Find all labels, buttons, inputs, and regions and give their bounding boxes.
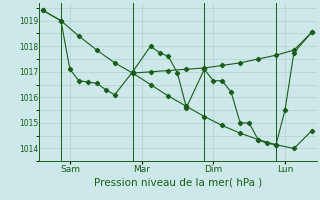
X-axis label: Pression niveau de la mer( hPa ): Pression niveau de la mer( hPa ) (94, 177, 262, 187)
